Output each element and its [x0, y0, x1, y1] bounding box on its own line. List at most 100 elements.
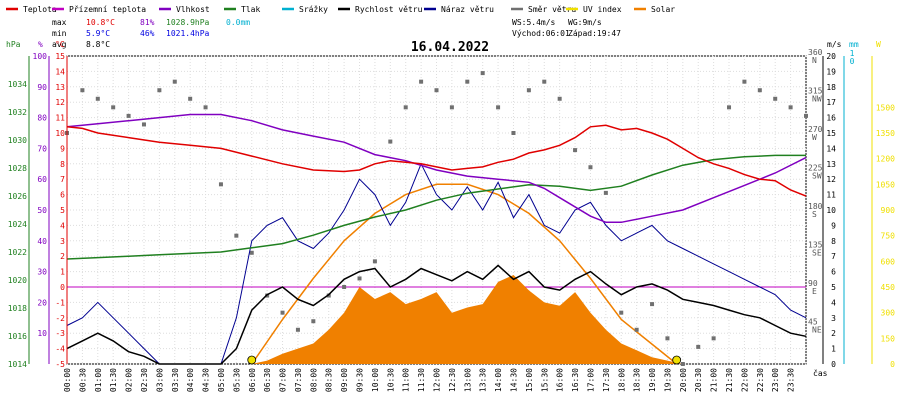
- tick-label-temp: 8: [60, 160, 65, 169]
- x-tick-label: 21:30: [725, 368, 734, 392]
- direction-point: [742, 79, 747, 84]
- uv-point: [672, 355, 682, 365]
- tick-label-w: 300: [881, 309, 896, 318]
- tick-label-temp: 0: [60, 283, 65, 292]
- direction-point: [557, 96, 562, 101]
- tick-label-ms: 8: [831, 237, 836, 246]
- stat-max-label: max: [52, 18, 67, 27]
- tick-label-pct: 30: [37, 268, 47, 277]
- plot-area: [65, 55, 808, 366]
- x-tick-label: 14:00: [494, 368, 503, 392]
- x-tick-label: 04:30: [202, 368, 211, 392]
- tick-label-w: 900: [881, 206, 896, 215]
- tick-label-mm: 1: [850, 49, 855, 58]
- tick-label-direction-name: S: [812, 210, 817, 219]
- tick-label-ms: 20: [826, 52, 836, 61]
- direction-point: [188, 96, 193, 101]
- stat-max-temp: 10.8°C: [86, 18, 115, 27]
- tick-label-ms: 10: [826, 206, 836, 215]
- tick-label-hpa: 1032: [8, 108, 27, 117]
- direction-point: [141, 122, 146, 127]
- direction-point: [650, 302, 655, 307]
- axes: 1014101610181020102210241026102810301032…: [8, 48, 895, 392]
- direction-point: [573, 148, 578, 153]
- stat-min-hum: 46%: [140, 29, 155, 38]
- tick-label-hpa: 1020: [8, 276, 27, 285]
- tick-label-pct: 100: [33, 52, 48, 61]
- direction-point: [680, 362, 685, 366]
- direction-point: [80, 88, 85, 93]
- legend-label: Směr větru: [528, 5, 576, 14]
- direction-point: [434, 88, 439, 93]
- x-tick-label: 18:30: [633, 368, 642, 392]
- legend-label: Srážky: [299, 5, 328, 14]
- x-tick-label: 09:00: [340, 368, 349, 392]
- tick-label-direction: 180: [808, 202, 823, 211]
- direction-point: [665, 336, 670, 341]
- tick-label-direction: 135: [808, 241, 823, 250]
- tick-label-ms: 18: [826, 83, 836, 92]
- x-tick-label: 06:30: [263, 368, 272, 392]
- x-tick-label: 16:00: [556, 368, 565, 392]
- direction-point: [249, 250, 254, 255]
- tick-label-temp: -4: [55, 345, 65, 354]
- direction-point: [157, 88, 162, 93]
- tick-label-ms: 12: [826, 175, 836, 184]
- series-humidity: [66, 113, 807, 224]
- x-tick-label: 14:30: [509, 368, 518, 392]
- unit-temp: °C: [55, 40, 65, 49]
- tick-label-ms: 3: [831, 314, 836, 323]
- unit-pct: %: [38, 40, 43, 49]
- x-tick-label: 17:30: [602, 368, 611, 392]
- x-tick-label: 07:00: [279, 368, 288, 392]
- direction-point: [342, 285, 347, 289]
- stat-max-press: 1028.9hPa: [166, 18, 210, 27]
- unit-mm: mm: [849, 40, 859, 49]
- x-tick-label: 22:30: [756, 368, 765, 392]
- tick-label-temp: -5: [55, 360, 65, 369]
- series-solar-curve: [251, 183, 678, 365]
- x-tick-label: 19:30: [663, 368, 672, 392]
- tick-label-temp: -2: [55, 314, 65, 323]
- tick-label-temp: 13: [55, 83, 65, 92]
- tick-label-direction-name: NE: [812, 326, 822, 335]
- series-solar-area: [251, 275, 683, 364]
- tick-label-ms: 6: [831, 268, 836, 277]
- unit-w: W: [876, 40, 881, 49]
- series-pressure: [66, 154, 806, 260]
- stat-avg-label: avg: [52, 40, 67, 49]
- tick-label-direction: 45: [808, 318, 818, 327]
- direction-point: [95, 96, 100, 101]
- tick-label-direction-name: N: [812, 56, 817, 65]
- x-tick-label: 20:00: [679, 368, 688, 392]
- direction-point: [804, 113, 808, 118]
- tick-label-ms: 15: [826, 129, 836, 138]
- x-tick-label: 07:30: [294, 368, 303, 392]
- legend: Teplota Přízemní teplota Vlhkost Tlak Srážky…: [6, 5, 675, 14]
- x-tick-label: 02:00: [125, 368, 134, 392]
- tick-label-direction: 360: [808, 48, 823, 57]
- tick-label-hpa: 1014: [8, 360, 27, 369]
- tick-label-w: 600: [881, 257, 896, 266]
- tick-label-ms: 4: [831, 298, 836, 307]
- legend-label: Vlhkost: [176, 5, 210, 14]
- sunrise: Východ:06:01: [512, 29, 570, 38]
- x-tick-label: 10:00: [371, 368, 380, 392]
- direction-point: [449, 105, 454, 110]
- x-tick-label: 23:30: [787, 368, 796, 392]
- chart-title: 16.04.2022: [411, 40, 489, 55]
- direction-point: [788, 105, 793, 110]
- tick-label-direction: 270: [808, 125, 823, 134]
- x-tick-label: 12:30: [448, 368, 457, 392]
- tick-label-w: 750: [881, 232, 896, 241]
- unit-hpa: hPa: [6, 40, 21, 49]
- direction-point: [172, 79, 177, 84]
- direction-point: [311, 319, 316, 324]
- tick-label-temp: 5: [60, 206, 65, 215]
- direction-point: [388, 139, 393, 144]
- tick-label-w: 0: [890, 360, 895, 369]
- direction-point: [357, 276, 362, 281]
- tick-label-temp: 12: [55, 98, 65, 107]
- tick-label-ms: 16: [826, 114, 836, 123]
